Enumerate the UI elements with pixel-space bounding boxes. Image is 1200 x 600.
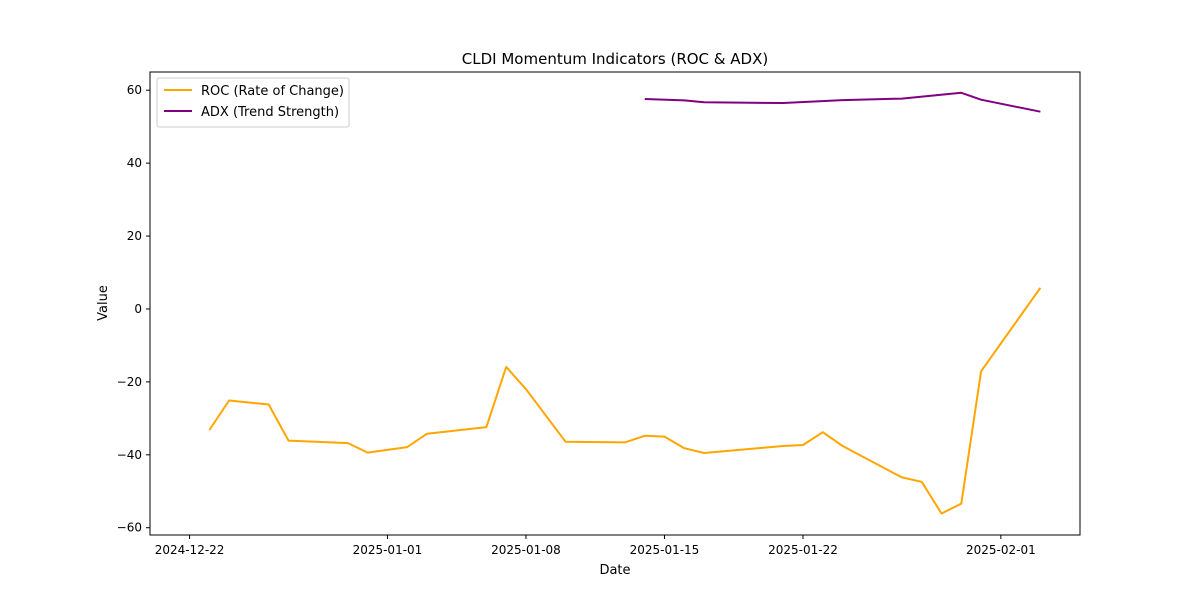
legend-label-roc: ROC (Rate of Change) xyxy=(201,84,344,99)
plot-area xyxy=(149,71,1081,536)
x-axis: 2024-12-22 2025-01-01 2025-01-08 2025-01-15… xyxy=(155,535,1036,557)
y-tick-label: 20 xyxy=(127,229,142,243)
legend-label-adx: ADX (Trend Strength) xyxy=(201,105,339,120)
y-axis-label: Value xyxy=(96,285,111,321)
series-line-adx xyxy=(644,91,1041,113)
x-tick-label: 2024-12-22 xyxy=(155,543,225,557)
legend: ROC (Rate of Change) ADX (Trend Strength… xyxy=(156,77,350,128)
y-tick-label: 0 xyxy=(134,302,142,316)
x-tick-label: 2025-01-08 xyxy=(491,543,561,557)
x-tick-label: 2025-02-01 xyxy=(966,543,1036,557)
x-tick-label: 2025-01-15 xyxy=(630,543,700,557)
y-tick-label: 60 xyxy=(127,83,142,97)
x-tick-label: 2025-01-01 xyxy=(353,543,423,557)
y-tick-label: 40 xyxy=(127,156,142,170)
y-tick-label: −20 xyxy=(117,375,142,389)
y-tick-label: −40 xyxy=(117,448,142,462)
y-tick-label: −60 xyxy=(117,521,142,535)
series-layer xyxy=(208,91,1042,515)
chart-title: CLDI Momentum Indicators (ROC & ADX) xyxy=(462,50,768,68)
x-tick-label: 2025-01-22 xyxy=(768,543,838,557)
legend-box xyxy=(156,77,350,128)
series-line-roc xyxy=(208,287,1042,515)
x-axis-label: Date xyxy=(599,563,630,578)
y-axis: −60 −40 −20 0 20 40 60 xyxy=(117,83,150,535)
